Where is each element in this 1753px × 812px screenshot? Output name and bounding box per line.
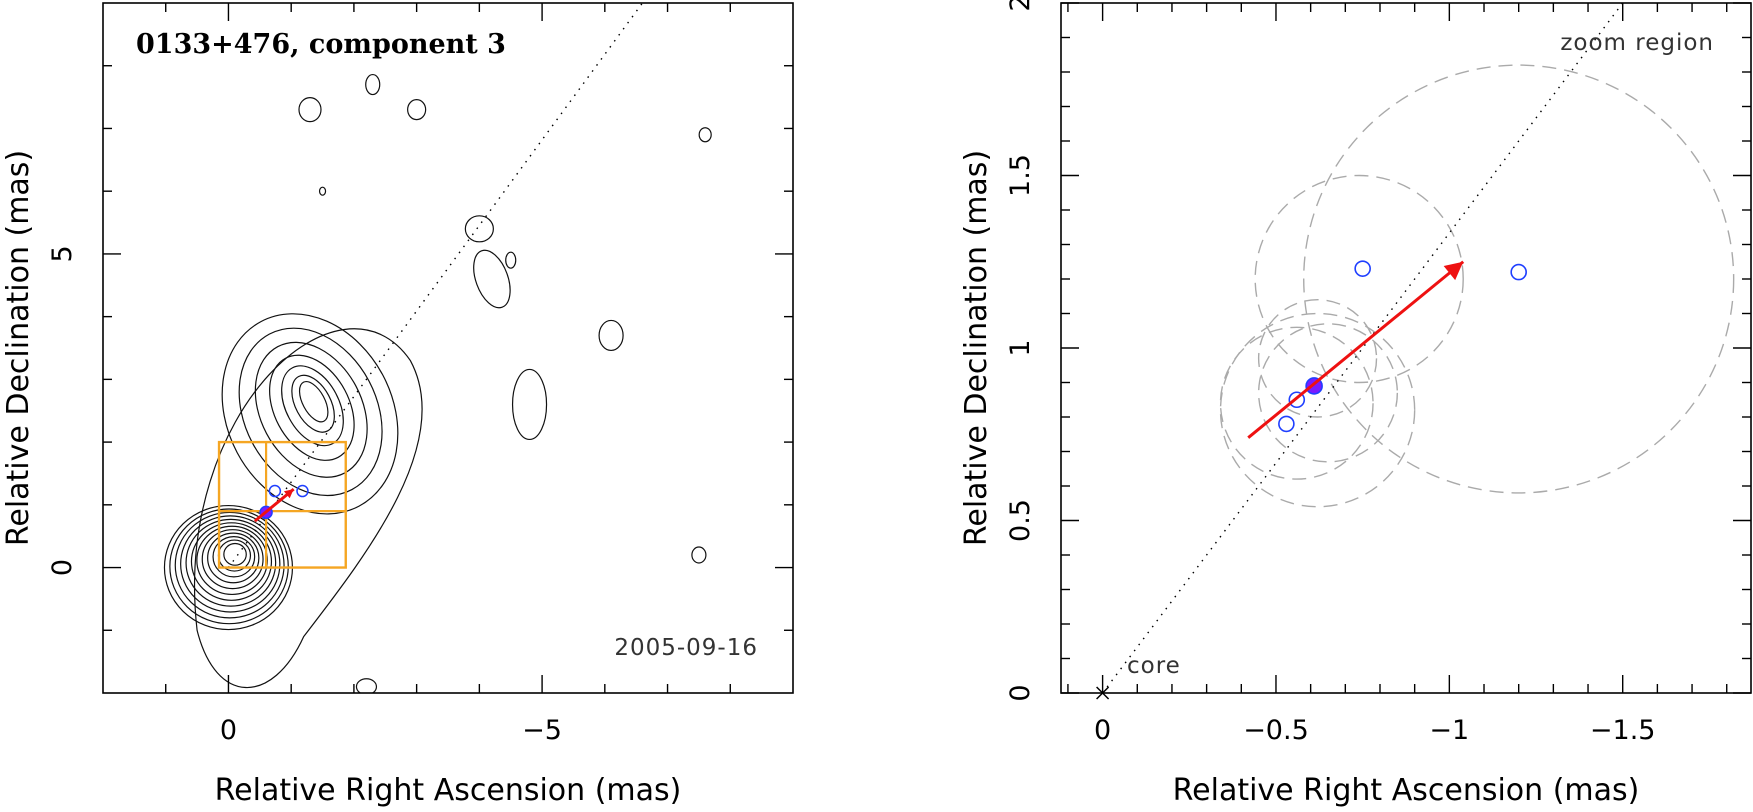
motion-vector-left-head <box>283 489 294 499</box>
contour-blob-11 <box>355 678 378 693</box>
contour-blob-6 <box>365 73 381 96</box>
jet-axis-line-left <box>227 3 644 568</box>
x-tick-label-right: 0 <box>1094 715 1111 746</box>
uncertainty-circle-3 <box>1257 323 1399 463</box>
right-x-axis-title: Relative Right Ascension (mas) <box>1173 773 1640 808</box>
contour-lobe-5 <box>291 374 335 433</box>
y-tick-label-left: 0 <box>47 559 78 576</box>
left-title: 0133+476, component 3 <box>136 29 506 60</box>
left-y-axis-title: Relative Declination (mas) <box>1 150 36 546</box>
y-tick-label-right: 1.5 <box>1005 154 1036 197</box>
core-label: core <box>1127 653 1181 679</box>
x-tick-label-left: −5 <box>522 715 562 746</box>
contour-lobe-3 <box>269 354 355 461</box>
left-panel: 0 −5 0 5 0133+476, component 3 2005-09-16 R… <box>1 2 794 808</box>
uncertainty-circle-2 <box>1219 326 1374 480</box>
y-tick-label-right: 2 <box>1005 0 1036 12</box>
right-plot-frame <box>1060 2 1752 694</box>
x-tick-label-right: −1 <box>1429 715 1469 746</box>
component-marker-right-1 <box>1278 415 1295 433</box>
y-tick-label-right: 0.5 <box>1005 499 1036 542</box>
motion-vector-right-shaft <box>1247 260 1465 439</box>
uncertainty-circles <box>1219 64 1735 508</box>
motion-vector-right <box>1247 260 1465 439</box>
y-tick-label-right: 1 <box>1005 339 1036 356</box>
contour-core-3 <box>180 515 281 613</box>
component-marker-left-2 <box>268 484 282 498</box>
contour-core-4 <box>185 518 277 607</box>
zoom-box-outer <box>217 440 347 569</box>
y-tick-label-left: 5 <box>47 245 78 262</box>
contour-outer <box>194 328 423 689</box>
motion-vector-left <box>253 487 295 523</box>
component-marker-left-3 <box>296 484 309 498</box>
contour-blob-1 <box>473 249 511 309</box>
left-axis-ticks: 0 −5 0 5 <box>47 3 793 746</box>
contour-core-5 <box>190 522 273 601</box>
contour-blob-3 <box>464 215 494 243</box>
uncertainty-circle-5 <box>1257 299 1378 418</box>
component-markers-right <box>1278 260 1527 433</box>
y-tick-label-right: 0 <box>1005 684 1036 701</box>
contour-core-2 <box>174 511 285 619</box>
uncertainty-circle-4 <box>1254 174 1464 384</box>
contour-blob-8 <box>691 546 707 564</box>
zoom-region-label: zoom region <box>1560 30 1714 56</box>
contour-core-11 <box>223 542 247 566</box>
x-tick-label-right: −1.5 <box>1590 715 1656 746</box>
right-panel: 0 −0.5 −1 −1.5 0 0.5 1 1.5 2 zoom region core Re… <box>959 0 1752 808</box>
left-plot-frame <box>102 2 794 694</box>
contour-core-8 <box>207 532 260 584</box>
jet-axis-line-right <box>1102 3 1624 693</box>
contour-blob-12 <box>318 186 327 196</box>
uncertainty-circle-6 <box>1303 64 1735 494</box>
component-marker-right-2 <box>1288 391 1306 409</box>
uncertainty-circle-1 <box>1219 312 1416 508</box>
contour-core-6 <box>196 525 268 596</box>
right-axis-ticks: 0 −0.5 −1 −1.5 0 0.5 1 1.5 2 <box>1005 0 1751 746</box>
date-label: 2005-09-16 <box>614 635 758 661</box>
contour-blob-4 <box>598 319 624 352</box>
contour-blob-9 <box>698 127 712 143</box>
contour-lobe-4 <box>281 365 344 447</box>
contour-map <box>163 73 712 693</box>
component-marker-right-5 <box>1510 263 1527 281</box>
contour-blob-2 <box>511 368 548 441</box>
x-tick-label-left: 0 <box>220 715 237 746</box>
contour-core-7 <box>201 529 264 590</box>
motion-vector-right-head <box>1443 261 1464 281</box>
x-tick-label-right: −0.5 <box>1243 715 1309 746</box>
contour-blob-5 <box>298 97 322 123</box>
left-x-axis-title: Relative Right Ascension (mas) <box>215 773 682 808</box>
contour-core-9 <box>212 535 256 578</box>
jet-axis-right <box>1102 3 1624 693</box>
contour-lobe-0 <box>221 313 399 515</box>
zoom-region-boxes <box>217 440 347 569</box>
jet-axis-left <box>227 3 644 568</box>
contour-blob-7 <box>407 99 427 121</box>
component-marker-right-4 <box>1354 260 1371 277</box>
right-y-axis-title: Relative Declination (mas) <box>959 150 994 546</box>
contour-blob-10 <box>505 251 517 269</box>
contour-lobe-2 <box>254 341 368 478</box>
contour-lobe-6 <box>298 380 329 423</box>
